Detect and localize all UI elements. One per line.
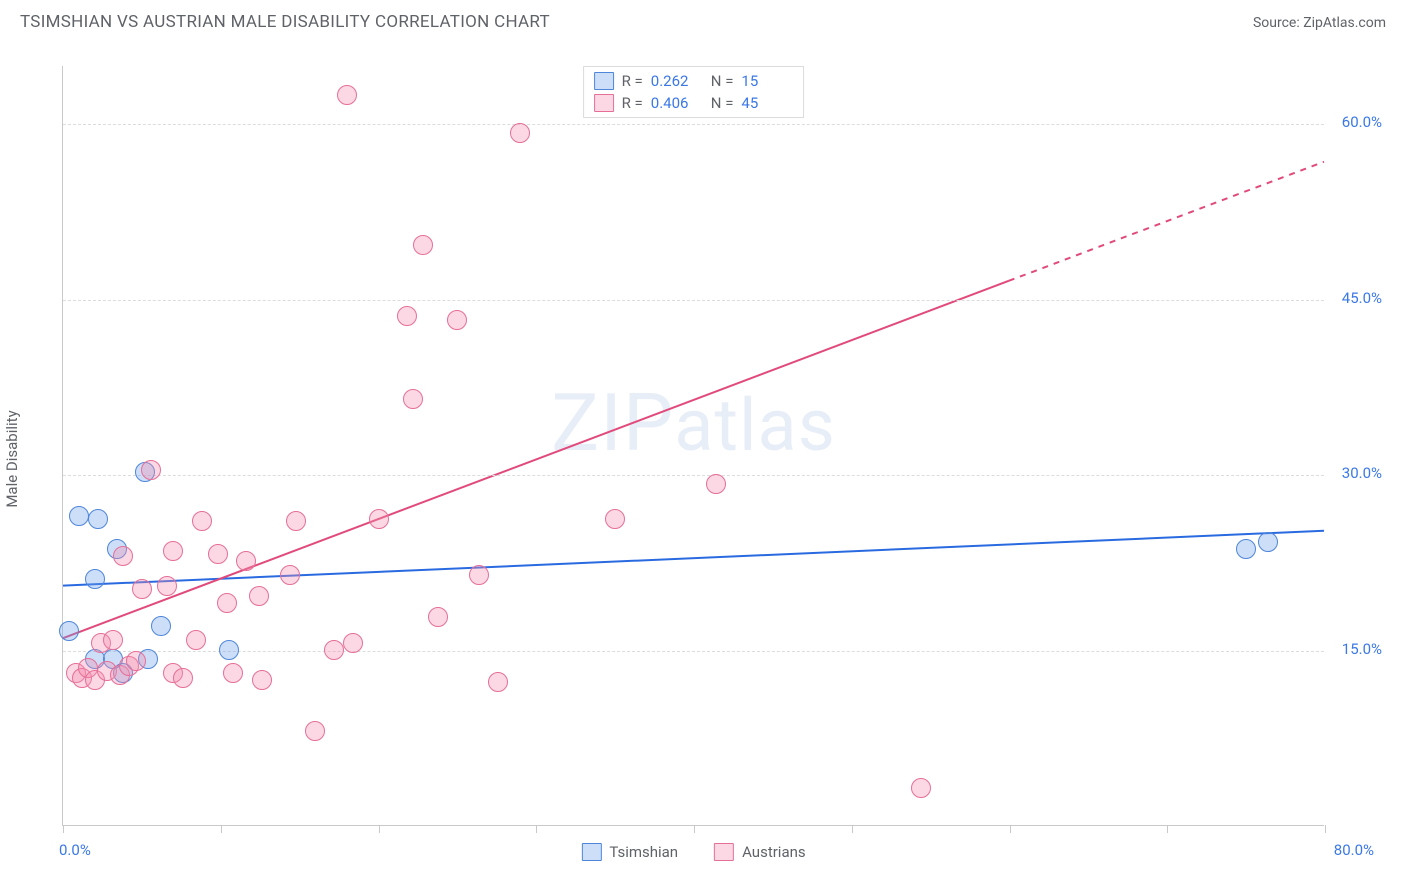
data-point bbox=[428, 607, 448, 627]
watermark: ZIPatlas bbox=[551, 376, 836, 470]
y-tick-label: 45.0% bbox=[1342, 289, 1382, 307]
x-tick bbox=[852, 825, 853, 833]
data-point bbox=[236, 551, 256, 571]
data-point bbox=[397, 306, 417, 326]
gridline-h bbox=[63, 124, 1324, 125]
y-tick-label: 30.0% bbox=[1342, 464, 1382, 482]
watermark-big: ZIP bbox=[551, 376, 674, 470]
data-point bbox=[113, 546, 133, 566]
series-swatch-1 bbox=[714, 843, 734, 861]
data-point bbox=[69, 506, 89, 526]
x-tick bbox=[1325, 825, 1326, 833]
y-tick-label: 60.0% bbox=[1342, 114, 1382, 132]
x-tick bbox=[1167, 825, 1168, 833]
data-point bbox=[186, 630, 206, 650]
data-point bbox=[286, 511, 306, 531]
data-point bbox=[324, 640, 344, 660]
data-point bbox=[343, 633, 363, 653]
data-point bbox=[126, 651, 146, 671]
data-point bbox=[173, 668, 193, 688]
x-tick bbox=[63, 825, 64, 833]
data-point bbox=[192, 511, 212, 531]
watermark-small: atlas bbox=[674, 383, 836, 468]
gridline-h bbox=[63, 300, 1324, 301]
x-tick bbox=[1010, 825, 1011, 833]
data-point bbox=[219, 640, 239, 660]
data-point bbox=[1258, 532, 1278, 552]
data-point bbox=[217, 593, 237, 613]
series-swatch-0 bbox=[581, 843, 601, 861]
stat-legend-row-0: R = 0.262 N = 15 bbox=[594, 70, 794, 92]
data-point bbox=[151, 616, 171, 636]
stat-legend-row-1: R = 0.406 N = 45 bbox=[594, 92, 794, 114]
data-point bbox=[469, 565, 489, 585]
data-point bbox=[141, 460, 161, 480]
legend-swatch-1 bbox=[594, 94, 614, 112]
trend-lines bbox=[63, 66, 1324, 825]
n-value-1: 45 bbox=[741, 94, 793, 112]
data-point bbox=[488, 672, 508, 692]
data-point bbox=[280, 565, 300, 585]
legend-swatch-0 bbox=[594, 72, 614, 90]
data-point bbox=[447, 310, 467, 330]
data-point bbox=[413, 235, 433, 255]
y-axis-label: Male Disability bbox=[3, 410, 21, 507]
r-label-0: R = bbox=[622, 72, 643, 90]
data-point bbox=[157, 576, 177, 596]
data-point bbox=[132, 579, 152, 599]
data-point bbox=[1236, 539, 1256, 559]
data-point bbox=[223, 663, 243, 683]
data-point bbox=[706, 474, 726, 494]
n-label-0: N = bbox=[711, 72, 734, 90]
r-value-0: 0.262 bbox=[651, 72, 703, 90]
data-point bbox=[911, 778, 931, 798]
data-point bbox=[208, 544, 228, 564]
header: TSIMSHIAN VS AUSTRIAN MALE DISABILITY CO… bbox=[0, 0, 1406, 38]
data-point bbox=[305, 721, 325, 741]
chart-area: Male Disability ZIPatlas R = 0.262 N = 1… bbox=[20, 46, 1386, 872]
series-label-0: Tsimshian bbox=[609, 843, 678, 861]
x-tick bbox=[379, 825, 380, 833]
data-point bbox=[252, 670, 272, 690]
chart-title: TSIMSHIAN VS AUSTRIAN MALE DISABILITY CO… bbox=[20, 12, 550, 32]
data-point bbox=[88, 509, 108, 529]
data-point bbox=[59, 621, 79, 641]
r-label-1: R = bbox=[622, 94, 643, 112]
data-point bbox=[337, 85, 357, 105]
series-legend-item-0: Tsimshian bbox=[581, 843, 678, 861]
y-tick-label: 15.0% bbox=[1342, 640, 1382, 658]
gridline-h bbox=[63, 651, 1324, 652]
n-value-0: 15 bbox=[741, 72, 793, 90]
series-legend: Tsimshian Austrians bbox=[581, 843, 805, 861]
data-point bbox=[85, 569, 105, 589]
r-value-1: 0.406 bbox=[651, 94, 703, 112]
data-point bbox=[249, 586, 269, 606]
data-point bbox=[369, 509, 389, 529]
gridline-h bbox=[63, 475, 1324, 476]
x-tick bbox=[221, 825, 222, 833]
x-tick bbox=[694, 825, 695, 833]
x-axis-max-label: 80.0% bbox=[1334, 841, 1374, 859]
data-point bbox=[510, 123, 530, 143]
x-tick bbox=[536, 825, 537, 833]
data-point bbox=[403, 389, 423, 409]
data-point bbox=[163, 541, 183, 561]
x-axis-min-label: 0.0% bbox=[59, 841, 91, 859]
plot-region: ZIPatlas R = 0.262 N = 15 R = 0.406 N = … bbox=[62, 66, 1324, 826]
data-point bbox=[103, 630, 123, 650]
stat-legend: R = 0.262 N = 15 R = 0.406 N = 45 bbox=[583, 66, 805, 118]
series-legend-item-1: Austrians bbox=[714, 843, 806, 861]
data-point bbox=[605, 509, 625, 529]
n-label-1: N = bbox=[711, 94, 734, 112]
series-label-1: Austrians bbox=[742, 843, 806, 861]
source-attribution: Source: ZipAtlas.com bbox=[1253, 15, 1386, 31]
